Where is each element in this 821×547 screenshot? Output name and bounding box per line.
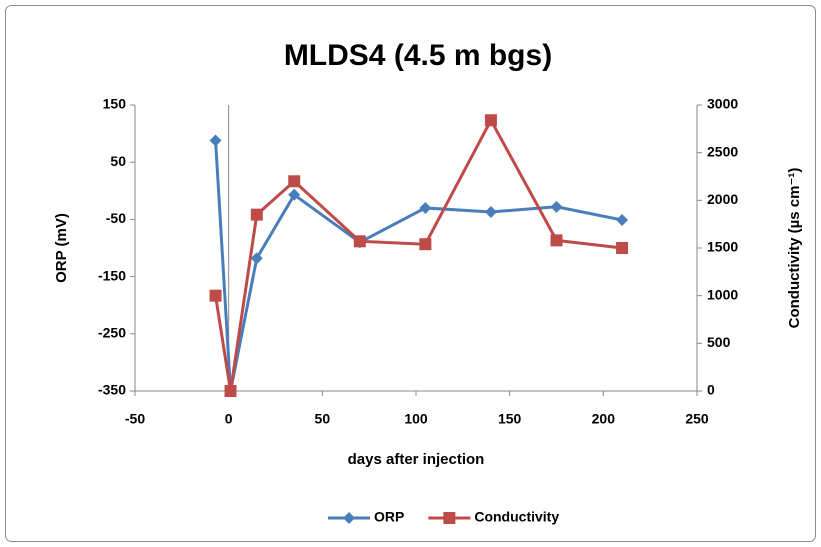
y2-axis-title: Conductivity (µs cm⁻¹) (786, 168, 803, 329)
y2-tick-label: 3000 (707, 96, 738, 112)
x-tick-label: 200 (592, 411, 616, 427)
marker (353, 235, 366, 248)
x-tick-label: 150 (498, 411, 522, 427)
marker (484, 114, 497, 127)
marker (419, 238, 432, 251)
y2-tick-label: 1000 (707, 286, 738, 302)
x-axis-title: days after injection (348, 451, 485, 468)
y-tick-label: -50 (106, 210, 126, 226)
y2-tick-label: 2500 (707, 143, 738, 159)
y-tick-label: -350 (98, 382, 126, 398)
y-tick-label: 50 (110, 153, 126, 169)
y-tick-label: -150 (98, 267, 126, 283)
marker (209, 134, 222, 147)
y2-tick-label: 1500 (707, 239, 738, 255)
y-tick-label: -250 (98, 325, 126, 341)
legend-label: Conductivity (474, 509, 559, 525)
y-tick-label: 150 (103, 96, 127, 112)
x-tick-label: 0 (225, 411, 233, 427)
x-tick-label: 250 (685, 411, 709, 427)
x-tick-label: 50 (315, 411, 331, 427)
marker (288, 175, 301, 188)
y2-tick-label: 0 (707, 382, 715, 398)
marker (250, 208, 263, 221)
marker (616, 242, 629, 254)
marker (288, 188, 301, 201)
marker (550, 200, 563, 213)
marker (484, 205, 497, 218)
legend-marker (443, 512, 456, 524)
y-axis-title: ORP (mV) (53, 213, 70, 283)
marker (550, 234, 563, 247)
chart-border (5, 5, 816, 542)
marker (250, 252, 263, 265)
legend-label: ORP (374, 509, 404, 525)
x-tick-label: 100 (404, 411, 428, 427)
marker (616, 213, 629, 226)
x-tick-label: -50 (125, 411, 145, 427)
y2-tick-label: 500 (707, 334, 731, 350)
legend-marker (343, 512, 355, 524)
marker (209, 289, 222, 302)
marker (419, 201, 432, 214)
marker (224, 385, 237, 397)
chart-title: MLDS4 (4.5 m bgs) (284, 39, 552, 72)
y2-tick-label: 2000 (707, 191, 738, 207)
